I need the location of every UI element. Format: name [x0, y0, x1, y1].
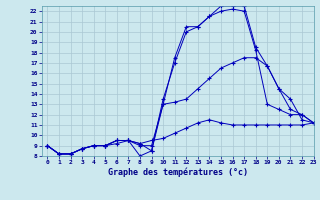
X-axis label: Graphe des températures (°c): Graphe des températures (°c) [108, 168, 248, 177]
